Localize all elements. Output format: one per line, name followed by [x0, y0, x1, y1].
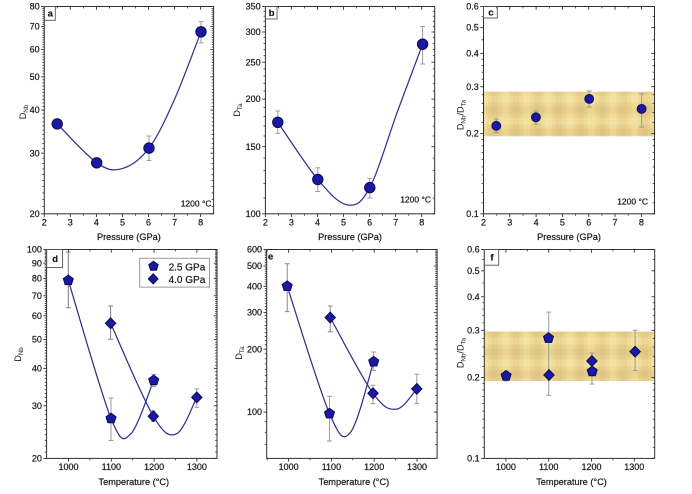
svg-text:100: 100	[246, 209, 261, 219]
svg-text:0.6: 0.6	[467, 245, 480, 255]
svg-text:8: 8	[198, 218, 203, 228]
svg-text:d: d	[52, 254, 58, 265]
svg-text:6: 6	[586, 218, 591, 228]
svg-text:4: 4	[534, 218, 539, 228]
svg-text:Temperature (°C): Temperature (°C)	[99, 477, 170, 487]
svg-text:Temperature (°C): Temperature (°C)	[319, 477, 390, 487]
svg-text:Pressure (GPa): Pressure (GPa)	[537, 232, 601, 242]
svg-text:0.3: 0.3	[467, 325, 480, 335]
svg-text:0.4: 0.4	[467, 292, 480, 302]
svg-text:3: 3	[289, 218, 294, 228]
svg-text:DNb: DNb	[18, 104, 30, 119]
svg-text:70: 70	[32, 291, 42, 301]
svg-text:4: 4	[94, 218, 99, 228]
svg-text:8: 8	[639, 218, 644, 228]
svg-text:350: 350	[246, 2, 261, 12]
svg-text:Pressure (GPa): Pressure (GPa)	[97, 232, 161, 242]
svg-text:150: 150	[246, 142, 261, 152]
svg-text:DTa: DTa	[234, 346, 246, 360]
svg-text:1200: 1200	[364, 462, 384, 472]
svg-text:0.1: 0.1	[467, 454, 480, 464]
svg-text:3: 3	[507, 218, 512, 228]
svg-text:1100: 1100	[322, 462, 341, 472]
svg-text:100: 100	[247, 407, 262, 417]
svg-text:e: e	[268, 252, 273, 263]
svg-text:Pressure (GPa): Pressure (GPa)	[318, 232, 382, 242]
svg-text:500: 500	[247, 261, 262, 271]
svg-text:80: 80	[30, 2, 40, 12]
svg-text:DTa: DTa	[232, 103, 244, 117]
svg-text:DNb/DTa: DNb/DTa	[456, 99, 468, 130]
svg-text:20: 20	[30, 209, 40, 219]
svg-text:DNb: DNb	[13, 347, 25, 362]
svg-text:1300: 1300	[187, 462, 207, 472]
svg-text:0.1: 0.1	[466, 209, 479, 219]
svg-text:40: 40	[32, 364, 42, 374]
svg-text:50: 50	[30, 72, 40, 82]
svg-text:6: 6	[367, 218, 372, 228]
svg-text:1000: 1000	[496, 462, 516, 472]
svg-text:Temperature (°C): Temperature (°C)	[536, 477, 607, 487]
svg-text:1200: 1200	[581, 462, 601, 472]
svg-text:7: 7	[393, 218, 398, 228]
svg-text:4: 4	[315, 218, 320, 228]
svg-text:5: 5	[341, 218, 346, 228]
svg-text:1200 °C: 1200 °C	[181, 198, 212, 208]
svg-text:600: 600	[247, 245, 262, 255]
svg-text:2: 2	[42, 218, 47, 228]
svg-text:f: f	[490, 253, 494, 264]
svg-text:7: 7	[172, 218, 177, 228]
svg-text:50: 50	[32, 335, 42, 345]
svg-text:8: 8	[419, 218, 424, 228]
svg-text:c: c	[488, 8, 493, 19]
svg-text:b: b	[269, 8, 275, 19]
svg-text:200: 200	[246, 94, 261, 104]
svg-text:300: 300	[247, 308, 262, 318]
svg-text:0.3: 0.3	[466, 82, 479, 92]
svg-text:1000: 1000	[58, 462, 78, 472]
svg-text:30: 30	[30, 148, 40, 158]
svg-text:5: 5	[120, 218, 125, 228]
svg-text:2: 2	[481, 218, 486, 228]
svg-text:40: 40	[30, 105, 40, 115]
svg-text:0.6: 0.6	[466, 2, 479, 12]
svg-text:0.2: 0.2	[467, 373, 480, 383]
svg-text:200: 200	[247, 344, 262, 354]
svg-text:70: 70	[30, 22, 40, 32]
svg-text:1300: 1300	[624, 462, 644, 472]
svg-text:1300: 1300	[407, 462, 427, 472]
svg-text:0.4: 0.4	[466, 49, 479, 59]
svg-text:80: 80	[32, 274, 42, 284]
svg-text:100: 100	[27, 245, 42, 255]
svg-text:1200 °C: 1200 °C	[400, 195, 431, 205]
svg-text:2.5 GPa: 2.5 GPa	[169, 262, 206, 273]
svg-text:3: 3	[68, 218, 73, 228]
svg-text:30: 30	[32, 401, 42, 411]
svg-text:60: 60	[32, 311, 42, 321]
svg-text:1100: 1100	[102, 462, 121, 472]
svg-text:a: a	[48, 9, 54, 20]
svg-text:0.5: 0.5	[467, 266, 480, 276]
svg-text:0.5: 0.5	[466, 23, 479, 33]
svg-text:250: 250	[246, 57, 261, 67]
svg-text:7: 7	[612, 218, 617, 228]
svg-text:1200: 1200	[144, 462, 164, 472]
svg-text:6: 6	[146, 218, 151, 228]
svg-text:DNb/DTa: DNb/DTa	[456, 337, 468, 368]
svg-text:90: 90	[32, 258, 42, 268]
svg-text:20: 20	[32, 454, 42, 464]
svg-text:0.2: 0.2	[466, 129, 479, 139]
svg-text:5: 5	[560, 218, 565, 228]
svg-text:4.0 GPa: 4.0 GPa	[169, 275, 206, 286]
svg-text:1200 °C: 1200 °C	[617, 196, 648, 206]
svg-text:1100: 1100	[539, 462, 558, 472]
svg-text:400: 400	[247, 281, 262, 291]
svg-text:2: 2	[263, 218, 268, 228]
svg-text:60: 60	[30, 45, 40, 55]
svg-text:300: 300	[246, 27, 261, 37]
svg-text:1000: 1000	[279, 462, 299, 472]
